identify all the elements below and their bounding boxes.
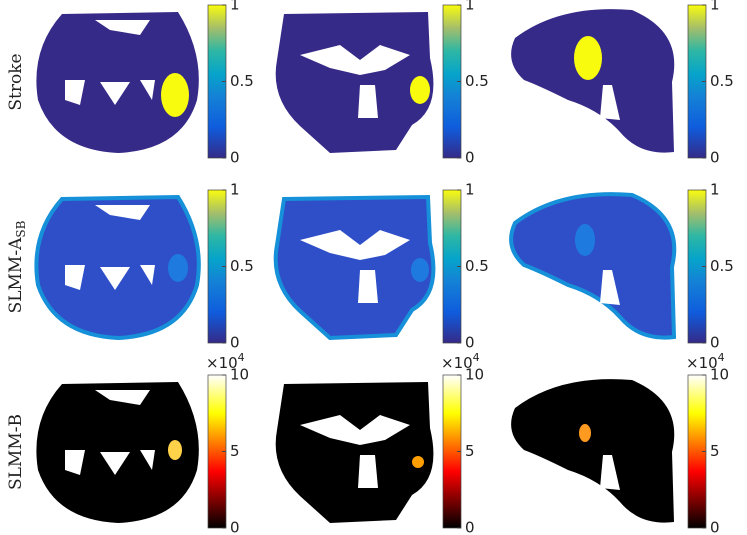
row-label-text: SLMM-B: [6, 414, 26, 490]
colorbar-tick-label: 1: [230, 0, 240, 14]
activation-spot: [411, 258, 429, 282]
colorbar-tick-label: 0: [230, 149, 240, 167]
colorbar-tick-label: 0.5: [230, 72, 254, 90]
activation-spot: [579, 424, 591, 442]
mask-hole: [95, 20, 150, 35]
brain-panel: [36, 382, 199, 523]
colorbar-tick-label: 0: [710, 334, 720, 352]
colorbar-tick-label: 0.5: [710, 72, 734, 90]
mask-hole: [65, 450, 85, 475]
multiplier-base: ×10: [206, 354, 238, 372]
colorbar-tick-label: 0.5: [230, 257, 254, 275]
colorbar-tick-label: 0.5: [465, 72, 489, 90]
colorbar-tick-label: 1: [710, 181, 720, 199]
mask-hole: [300, 230, 410, 260]
colorbar-tick-label: 1: [465, 0, 475, 14]
colorbar-tick-label: 0.5: [465, 257, 489, 275]
activation-spot: [168, 254, 188, 282]
activation-spot: [575, 224, 595, 256]
row-label-text: Stroke: [6, 53, 26, 110]
brain-mask: [511, 379, 675, 523]
colorbar-tick-label: 0: [465, 334, 475, 352]
row-label: Stroke: [6, 53, 26, 110]
colorbar-tick-label: 1: [710, 0, 720, 14]
mask-hole: [100, 267, 130, 290]
mask-hole: [300, 45, 410, 75]
mask-hole: [600, 455, 620, 490]
colorbar-tick-label: 0: [465, 149, 475, 167]
mask-hole: [65, 80, 85, 105]
row-label: SLMM-ASB: [6, 220, 28, 313]
brain-mask: [275, 12, 434, 153]
colorbar-tick-label: 5: [230, 442, 240, 460]
multiplier-base: ×10: [441, 354, 473, 372]
colorbar-tick-label: 0: [710, 149, 720, 167]
brain-panel: [275, 12, 434, 153]
colorbar-tick-label: 0: [230, 334, 240, 352]
row-label: SLMM-B: [6, 414, 26, 490]
colorbar-multiplier: ×104: [441, 351, 480, 372]
row: Stroke 0 0.5 1 0 0.5 1 0 0.5 1: [6, 0, 734, 167]
mask-hole: [140, 450, 155, 470]
brain-panel: [36, 12, 199, 153]
brain-mask: [511, 9, 675, 153]
mask-hole: [140, 80, 155, 100]
mask-hole: [100, 452, 130, 475]
mask-hole: [358, 455, 378, 488]
activation-spot: [161, 73, 189, 117]
colorbar-tick-label: 5: [710, 442, 720, 460]
brain-panel: [511, 379, 675, 523]
row: SLMM-ASB 0 0.5 1 0 0.5 1 0 0.5 1: [6, 181, 734, 352]
mask-hole: [100, 82, 130, 105]
row-label-text: SLMM-A: [6, 237, 26, 313]
colorbar-multiplier: ×104: [686, 351, 725, 372]
activation-spot: [574, 36, 602, 80]
brain-mask: [509, 192, 677, 340]
colorbar-tick-label: 10: [465, 366, 484, 384]
brain-panel: [34, 194, 201, 341]
mask-hole: [300, 415, 410, 445]
colorbar-tick-label: 5: [465, 442, 475, 460]
mask-hole: [600, 85, 620, 120]
mask-hole: [65, 265, 85, 290]
brain-panel: [273, 194, 436, 341]
colorbar-tick-label: 0.5: [710, 257, 734, 275]
mask-hole: [140, 265, 155, 285]
activation-spot: [410, 76, 430, 104]
row-label-subscript: SB: [14, 220, 28, 237]
mask-hole: [600, 270, 620, 305]
multiplier-base: ×10: [686, 354, 718, 372]
colorbar-tick-label: 1: [465, 181, 475, 199]
multiplier-exponent: 4: [473, 351, 480, 364]
colorbar-tick-label: 0: [230, 519, 240, 535]
activation-spot: [412, 456, 424, 468]
multiplier-exponent: 4: [238, 351, 245, 364]
colorbar-tick-label: 0: [465, 519, 475, 535]
mask-hole: [95, 390, 150, 405]
colorbar-tick-label: 0: [710, 519, 720, 535]
brain-panel: [275, 382, 434, 523]
activation-spot: [168, 440, 182, 460]
colorbar-tick-label: 10: [710, 366, 729, 384]
mask-hole: [358, 85, 378, 118]
colorbar-tick-label: 10: [230, 366, 249, 384]
colorbar-multiplier: ×104: [206, 351, 245, 372]
multiplier-exponent: 4: [718, 351, 725, 364]
mask-hole: [95, 205, 150, 220]
brain-panel: [509, 192, 677, 340]
mask-hole: [358, 270, 378, 303]
brain-mask: [273, 194, 436, 341]
brain-panel: [511, 9, 675, 153]
brain-mask: [275, 382, 434, 523]
colorbar-tick-label: 1: [230, 181, 240, 199]
